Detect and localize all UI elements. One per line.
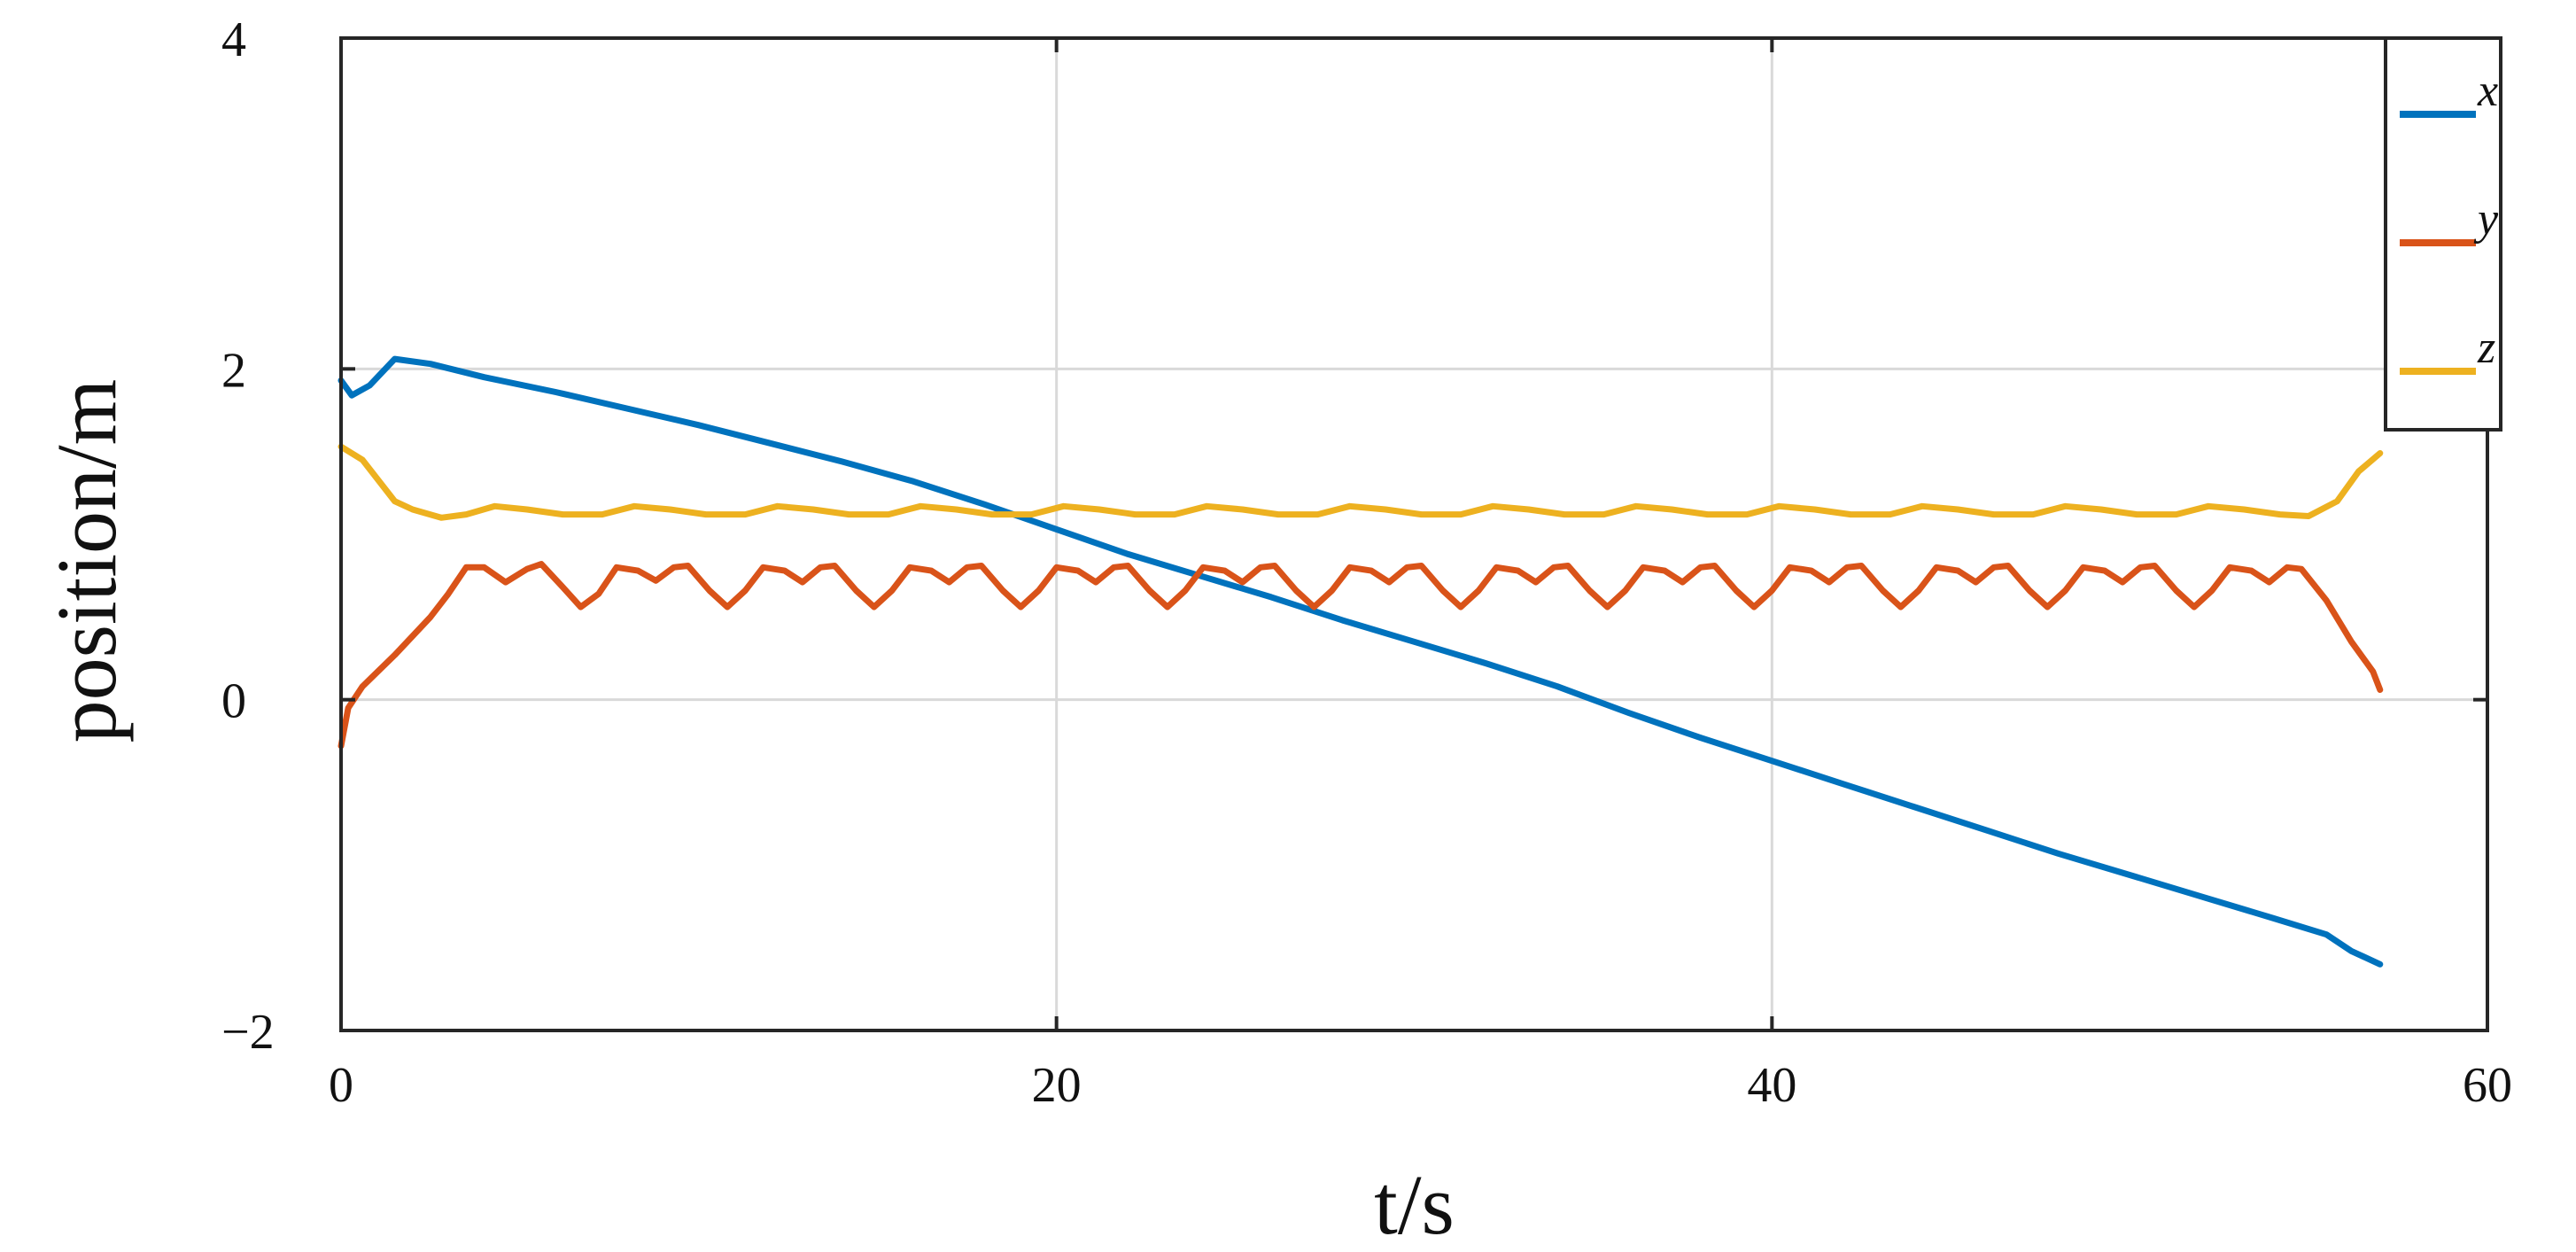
plot-area xyxy=(338,355,2384,968)
x-axis-title: t/s xyxy=(1374,1157,1455,1252)
x-tick-label: 60 xyxy=(2463,1058,2512,1113)
x-tick-label: 20 xyxy=(1032,1058,1082,1113)
legend-box xyxy=(2384,36,2502,432)
series-line-z xyxy=(338,443,2384,521)
y-tick-label: −2 xyxy=(221,1005,275,1060)
axes-frame xyxy=(339,36,2489,1032)
y-tick-labels: −2 0 2 4 xyxy=(221,12,275,1060)
x-tick-label: 0 xyxy=(329,1058,353,1113)
x-tick-labels: 0 20 40 60 xyxy=(329,1058,2512,1113)
legend: x y z xyxy=(2384,36,2502,432)
x-tick-label: 40 xyxy=(1747,1058,1796,1113)
series-line-y xyxy=(338,561,2384,750)
y-axis-title: position/m xyxy=(39,379,134,743)
y-tick-label: 2 xyxy=(221,343,246,398)
y-tick-label: 0 xyxy=(221,674,246,729)
legend-label-y: y xyxy=(2473,194,2499,245)
legend-label-x: x xyxy=(2477,66,2498,116)
grid xyxy=(341,38,2487,1030)
legend-label-z: z xyxy=(2477,323,2495,373)
y-tick-label: 4 xyxy=(221,12,246,67)
series-line-x xyxy=(338,355,2384,968)
